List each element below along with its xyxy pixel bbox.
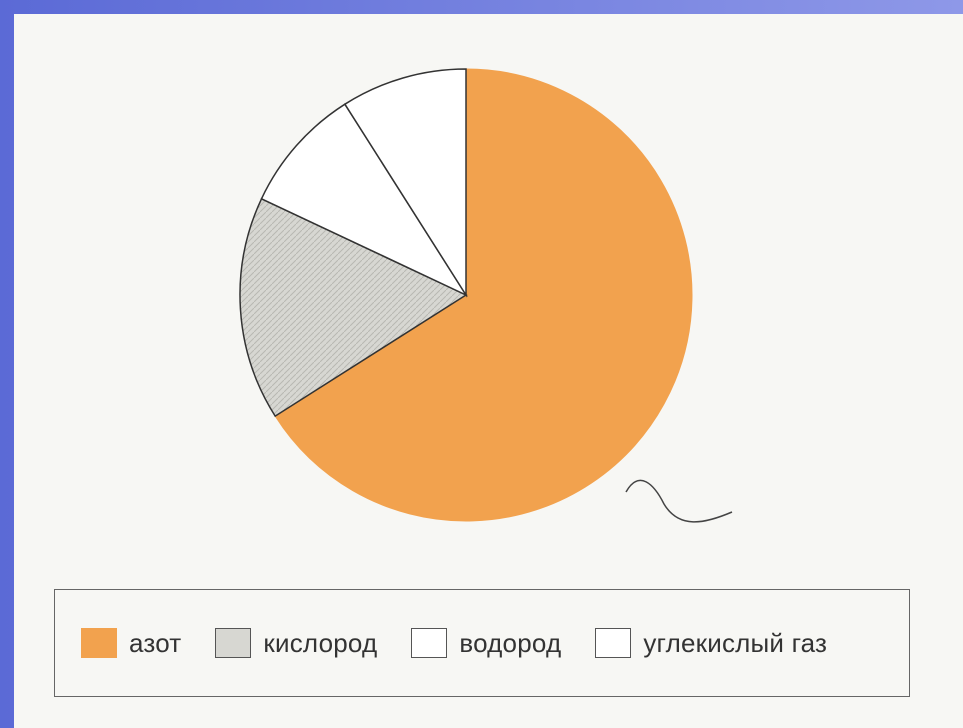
pie-slice-vodorod	[260, 103, 469, 297]
legend-swatch-kislorod	[215, 628, 252, 658]
pie-slice-kislorod	[239, 197, 468, 418]
figure-page: азот кислород водород углекислый газ	[14, 14, 963, 728]
legend-item-vodorod: водород	[411, 628, 561, 659]
legend-label: углекислый газ	[643, 627, 828, 658]
pie-chart	[239, 68, 733, 523]
legend-item-azot: азот	[81, 628, 181, 659]
legend: азот кислород водород углекислый газ	[54, 589, 910, 697]
pie-slice-azot	[274, 68, 693, 522]
legend-label: кислород	[263, 627, 378, 658]
legend-swatch-uglekisly-gaz	[595, 628, 632, 658]
legend-label: водород	[459, 627, 562, 658]
legend-swatch-vodorod	[411, 628, 448, 658]
pie-slice-uglekisly-gaz	[343, 68, 467, 298]
pointer-curve	[625, 479, 733, 523]
legend-item-kislorod: кислород	[215, 628, 377, 659]
legend-item-uglekisly-gaz: углекислый газ	[595, 628, 827, 659]
legend-label: азот	[129, 627, 182, 658]
legend-swatch-azot	[81, 628, 117, 658]
